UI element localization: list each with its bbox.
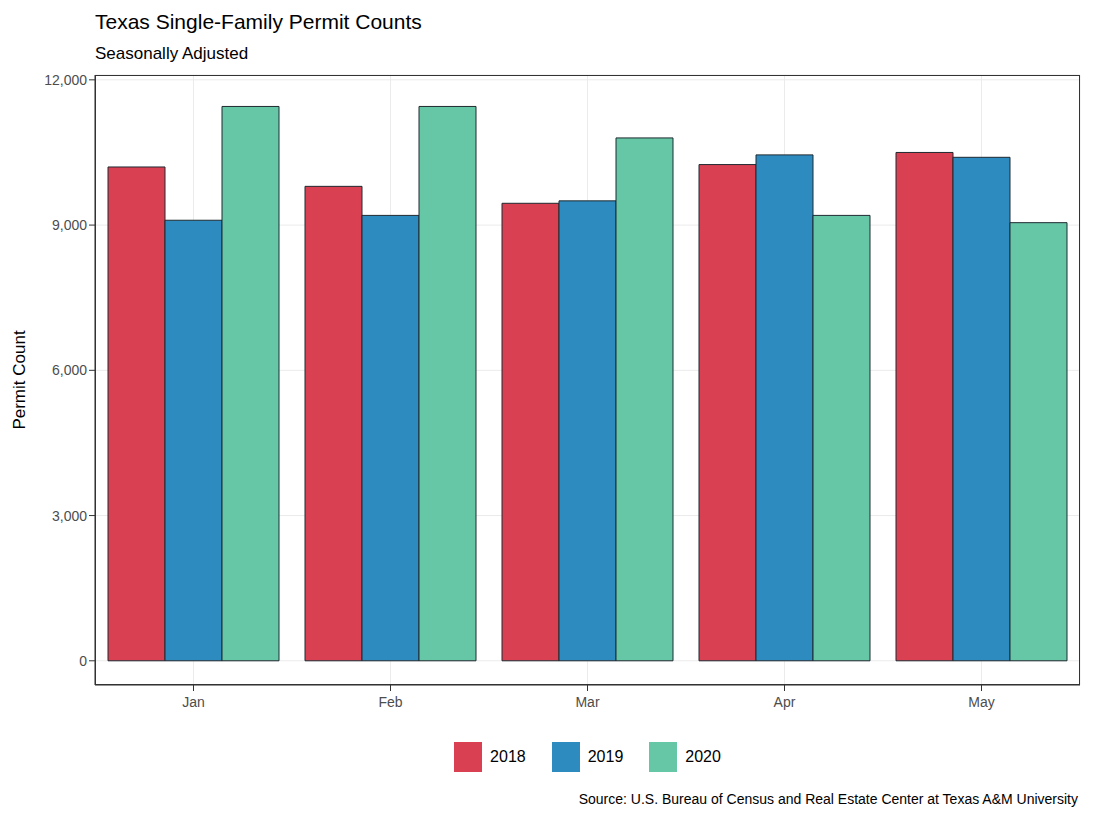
svg-text:12,000: 12,000 [44,72,87,88]
html-text:2019: 2019 [587,748,624,765]
svg-text:Apr: Apr [774,694,796,710]
html-text:Texas Single-Family Permit Cou: Texas Single-Family Permit Counts [95,10,422,33]
svg-text:9,000: 9,000 [52,217,87,233]
svg-text:Mar: Mar [575,694,599,710]
html-text:2018: 2018 [490,748,526,765]
html-text:Permit Count: Permit Count [10,330,29,430]
svg-text:6,000: 6,000 [52,362,87,378]
svg-text:3,000: 3,000 [52,508,87,524]
svg-text:Jan: Jan [182,694,205,710]
html-text:2020: 2020 [685,748,721,765]
svg-text:May: May [968,694,994,710]
svg-text:0: 0 [79,653,87,669]
html-text:Source: U.S. Bureau of Census: Source: U.S. Bureau of Census and Real E… [578,791,1078,807]
svg-text:Feb: Feb [378,694,402,710]
html-text:Seasonally Adjusted: Seasonally Adjusted [95,44,249,63]
